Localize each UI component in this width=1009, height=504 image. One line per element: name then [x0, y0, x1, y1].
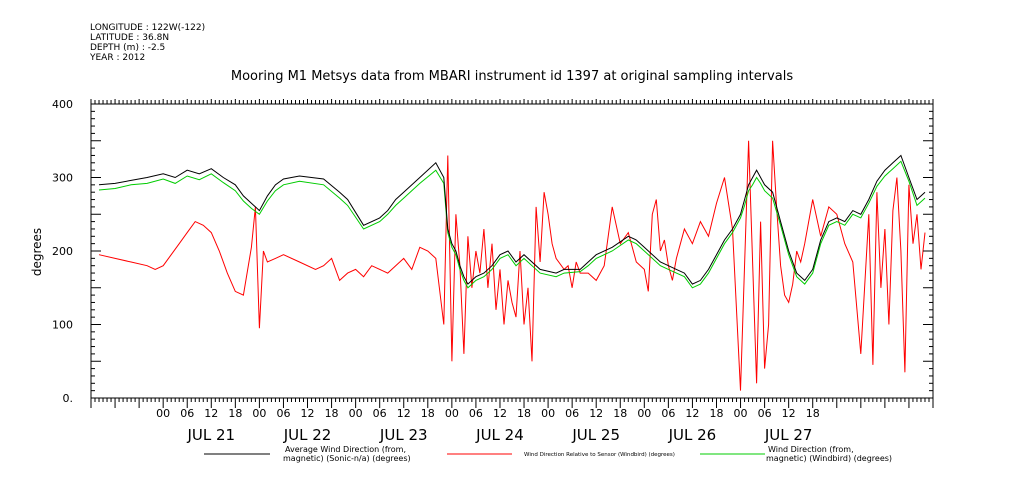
x-day-label: JUL 22: [283, 426, 332, 444]
x-hour-label: 18: [806, 407, 820, 420]
plot-border: [90, 103, 934, 399]
x-hour-label: 00: [637, 407, 651, 420]
meta-depth: DEPTH (m) : -2.5: [90, 43, 165, 53]
x-hour-label: 12: [589, 407, 603, 420]
meta-latitude: LATITUDE : 36.8N: [90, 33, 169, 43]
x-hour-label: 00: [156, 407, 170, 420]
plot-frame: [90, 103, 934, 399]
x-hour-label: 06: [758, 407, 772, 420]
y-tick-label: 200: [52, 245, 73, 258]
x-hour-label: 18: [613, 407, 627, 420]
x-hour-label: 18: [517, 407, 531, 420]
x-hour-label: 12: [301, 407, 315, 420]
meta-longitude: LONGITUDE : 122W(-122): [90, 23, 205, 33]
series-line-1: [98, 140, 926, 391]
x-hour-label: 18: [228, 407, 242, 420]
legend-label-2: Wind Direction (from,: [768, 445, 854, 454]
x-day-label: JUL 24: [475, 426, 524, 444]
x-hour-label: 06: [180, 407, 194, 420]
x-day-label: JUL 25: [571, 426, 620, 444]
x-hour-label: 18: [709, 407, 723, 420]
x-axis: 00 06 12 18 00 06 12 18 00 06 12 18 00 06 12 18 00 06 12 18…: [90, 99, 934, 444]
legend-label-1: Wind Direction Relative to Sensor (Windb…: [524, 452, 675, 458]
meta-year: YEAR : 2012: [89, 53, 145, 63]
legend-label-2: magnetic) (Windbird) (degrees): [766, 454, 892, 463]
x-hour-label: 00: [734, 407, 748, 420]
x-hour-label: 12: [685, 407, 699, 420]
legend: Average Wind Direction (from,magnetic) (…: [204, 445, 892, 463]
series-layer: [98, 140, 926, 391]
series-line-2: [98, 160, 926, 289]
x-hour-label: 12: [204, 407, 218, 420]
x-hour-label: 18: [421, 407, 435, 420]
x-hour-label: 18: [325, 407, 339, 420]
y-tick-label: 100: [52, 319, 73, 332]
series-line-0: [98, 154, 926, 285]
legend-label-0: Average Wind Direction (from,: [285, 445, 406, 454]
x-hour-label: 00: [252, 407, 266, 420]
x-hour-label: 00: [541, 407, 555, 420]
y-tick-label: 300: [52, 172, 73, 185]
x-hour-label: 06: [469, 407, 483, 420]
x-hour-label: 12: [493, 407, 507, 420]
x-day-label: JUL 23: [379, 426, 428, 444]
x-hour-label: 06: [661, 407, 675, 420]
x-hour-label: 06: [276, 407, 290, 420]
x-day-label: JUL 26: [668, 426, 717, 444]
y-axis: 0. 100 200 300 400: [52, 98, 933, 405]
x-day-label: JUL 27: [764, 426, 813, 444]
x-hour-label: 12: [782, 407, 796, 420]
metadata-block: LONGITUDE : 122W(-122) LATITUDE : 36.8N …: [89, 23, 205, 63]
x-hour-label: 12: [397, 407, 411, 420]
x-hour-label: 06: [565, 407, 579, 420]
y-tick-label: 400: [52, 98, 73, 111]
legend-label-0: magnetic) (Sonic-n/a) (degrees): [283, 454, 411, 463]
y-axis-label: degrees: [30, 228, 44, 276]
x-hour-label: 00: [349, 407, 363, 420]
x-hour-label: 06: [373, 407, 387, 420]
x-hour-label: 00: [445, 407, 459, 420]
x-day-label: JUL 21: [186, 426, 235, 444]
chart-title: Mooring M1 Metsys data from MBARI instru…: [231, 69, 793, 84]
y-tick-label: 0.: [63, 392, 74, 405]
